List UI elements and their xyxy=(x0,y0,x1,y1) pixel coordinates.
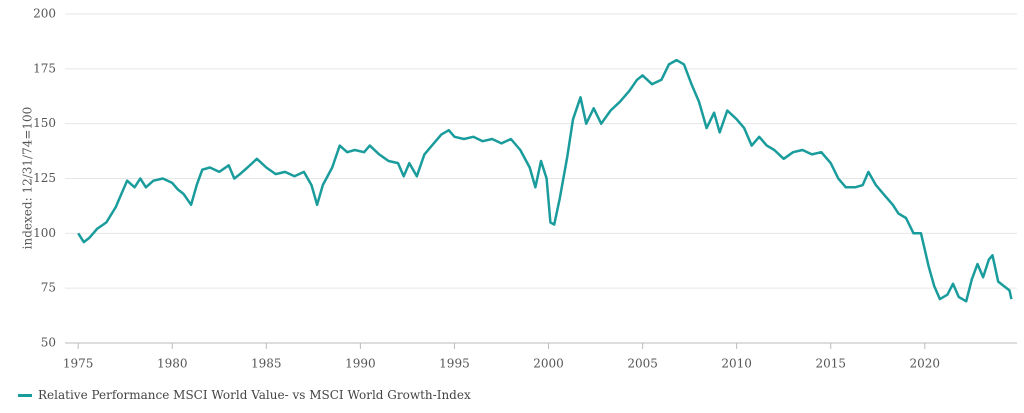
y-axis-label: indexed: 12/31/74=100 xyxy=(21,107,35,250)
x-tick-label: 1985 xyxy=(251,357,282,371)
x-tick-label: 1995 xyxy=(439,357,470,371)
x-tick-label: 1975 xyxy=(63,357,94,371)
x-tick-label: 2010 xyxy=(721,357,752,371)
x-tick-label: 1980 xyxy=(157,357,188,371)
x-tick-label: 1990 xyxy=(345,357,376,371)
y-tick-label: 150 xyxy=(33,116,56,130)
y-tick-label: 100 xyxy=(33,226,56,240)
y-tick-label: 125 xyxy=(33,171,56,185)
x-tick-label: 2015 xyxy=(815,357,846,371)
x-tick-label: 2000 xyxy=(533,357,564,371)
legend-label: Relative Performance MSCI World Value- v… xyxy=(38,388,471,402)
y-tick-label: 200 xyxy=(33,7,56,21)
y-tick-label: 75 xyxy=(41,281,56,295)
y-tick-label: 175 xyxy=(33,61,56,75)
legend: Relative Performance MSCI World Value- v… xyxy=(18,388,471,402)
chart: indexed: 12/31/74=100 50 75 100 125 150 175 20… xyxy=(21,7,1017,371)
x-tick-label: 2020 xyxy=(910,357,941,371)
data-line xyxy=(77,58,1013,303)
y-tick-label: 50 xyxy=(41,336,56,350)
x-tick-label: 2005 xyxy=(627,357,658,371)
legend-swatch xyxy=(18,393,32,397)
